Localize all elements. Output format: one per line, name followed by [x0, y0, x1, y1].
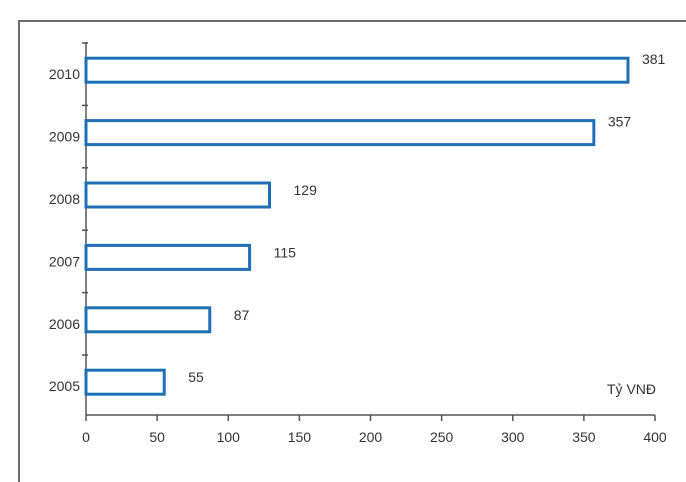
bar-2010 [84, 56, 630, 84]
x-tick-label: 150 [288, 429, 312, 445]
category-label: 2008 [49, 191, 80, 207]
bar-2005 [84, 368, 166, 396]
bar-2006 [84, 306, 212, 334]
x-tick-label: 250 [430, 429, 454, 445]
value-label: 87 [234, 307, 250, 323]
x-tick-label: 200 [359, 429, 383, 445]
category-label: 2009 [49, 129, 80, 145]
x-tick-label: 400 [643, 429, 667, 445]
axes [82, 42, 656, 421]
bar-2007 [84, 243, 252, 271]
category-label: 2010 [49, 66, 80, 82]
value-label: 357 [608, 114, 632, 130]
x-tick-label: 350 [572, 429, 596, 445]
x-tick-label: 0 [82, 429, 90, 445]
value-label: 55 [188, 369, 204, 385]
unit-label: Tỷ VNĐ [607, 381, 656, 397]
category-label: 2007 [49, 253, 80, 269]
bar-chart: 0 50 100 150 200 250 300 350 400 2010 381 2009 357 20… [49, 42, 667, 445]
labels: 0 50 100 150 200 250 300 350 400 2010 381 2009 357 20… [49, 51, 667, 445]
chart-frame [18, 20, 686, 482]
x-tick-label: 100 [217, 429, 241, 445]
value-label: 115 [274, 244, 297, 260]
x-tick-label: 50 [149, 429, 165, 445]
bar-2009 [84, 119, 596, 147]
category-label: 2005 [49, 378, 80, 394]
bar-2008 [84, 181, 272, 209]
bars [84, 56, 630, 396]
value-label: 129 [294, 182, 318, 198]
x-tick-label: 300 [501, 429, 525, 445]
category-label: 2006 [49, 316, 80, 332]
value-label: 381 [642, 51, 666, 67]
